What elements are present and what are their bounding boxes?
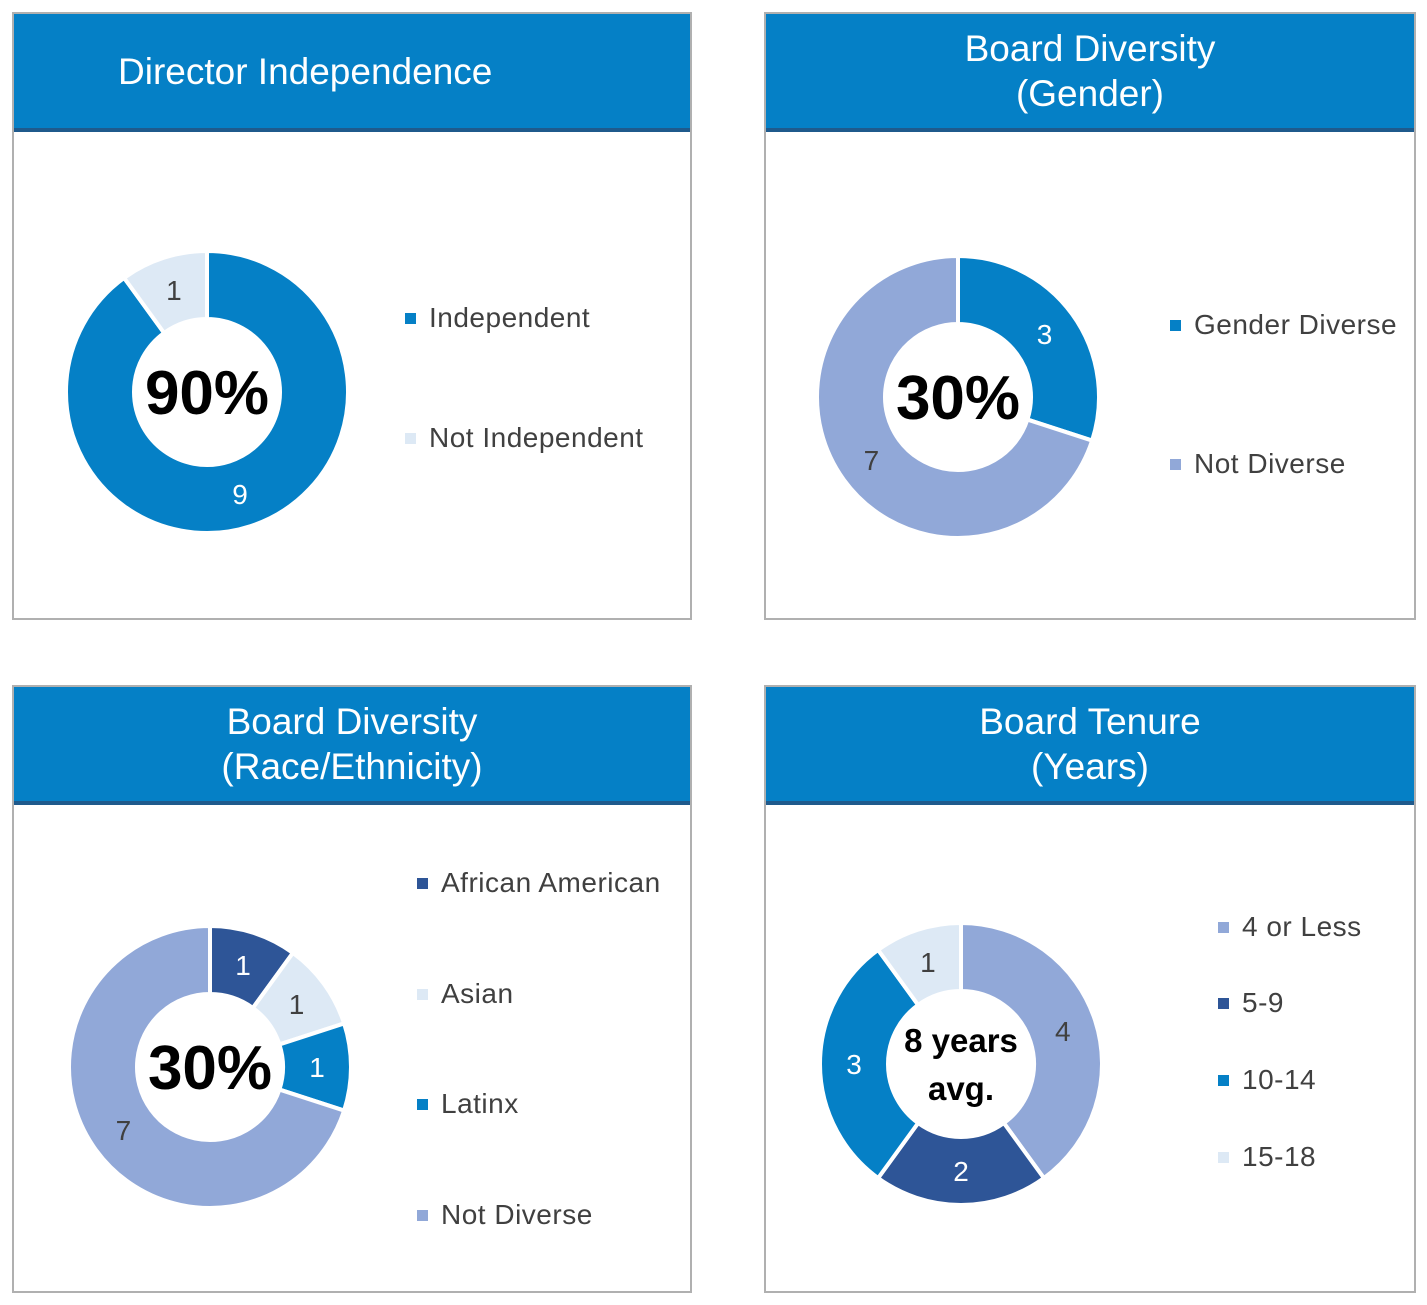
legend-swatch <box>405 312 416 324</box>
data-label: 9 <box>232 479 248 510</box>
data-label: 2 <box>953 1156 969 1187</box>
legend-label: Independent <box>429 302 591 333</box>
legend-item: African American <box>417 867 661 899</box>
data-label: 4 <box>1055 1016 1071 1047</box>
donut-segment <box>956 253 1101 444</box>
donut-segment <box>875 920 963 1008</box>
data-label: 1 <box>289 989 305 1020</box>
chart-panel: Board Diversity (Gender) <box>764 12 1416 620</box>
legend-swatch <box>405 432 416 444</box>
legend-label: Not Independent <box>429 422 644 453</box>
chart-title: Director Independence <box>14 14 690 132</box>
chart-title: Board Diversity (Gender) <box>766 14 1414 132</box>
center-label: 90% <box>145 359 269 428</box>
legend-label: African American <box>441 867 661 898</box>
legend-swatch <box>417 1209 428 1221</box>
legend-item: 10-14 <box>1218 1064 1316 1096</box>
legend-item: Not Independent <box>405 422 644 454</box>
legend-swatch <box>1218 921 1229 933</box>
legend-item: Independent <box>405 302 590 334</box>
donut-segment <box>121 248 209 336</box>
legend-item: 5-9 <box>1218 987 1284 1019</box>
legend-label: Asian <box>441 978 514 1009</box>
donut-segment <box>959 920 1104 1181</box>
center-label: avg. <box>928 1070 994 1107</box>
donut-segment <box>875 1120 1047 1207</box>
legend-label: Latinx <box>441 1088 519 1119</box>
legend-swatch <box>1170 319 1181 331</box>
data-label: 3 <box>1037 319 1053 350</box>
legend-item: Asian <box>417 978 514 1010</box>
legend-label: 15-18 <box>1242 1141 1317 1172</box>
center-label: 30% <box>896 364 1020 433</box>
legend-label: Not Diverse <box>441 1199 593 1230</box>
donut-segment <box>815 253 1095 540</box>
center-label: 30% <box>148 1034 272 1103</box>
legend-label: Gender Diverse <box>1194 309 1398 340</box>
chart-panel: Director Independence <box>12 12 692 620</box>
data-label: 1 <box>235 950 251 981</box>
legend-swatch <box>1218 997 1229 1009</box>
chart-panel: Board Diversity (Race/Ethnicity) <box>12 685 692 1293</box>
legend-item: 4 or Less <box>1218 911 1362 943</box>
donut-segment <box>67 923 347 1210</box>
legend-item: 15-18 <box>1218 1141 1316 1173</box>
data-label: 1 <box>166 275 182 306</box>
legend-swatch <box>417 988 428 1000</box>
legend-label: Not Diverse <box>1194 448 1346 479</box>
data-label: 1 <box>920 947 936 978</box>
legend-label: 4 or Less <box>1242 911 1362 942</box>
legend-swatch <box>417 1098 428 1110</box>
data-label: 7 <box>116 1115 132 1146</box>
chart-panel: Board Tenure (Years) <box>764 685 1416 1293</box>
legend-label: 10-14 <box>1242 1064 1317 1095</box>
center-label: 8 years <box>904 1022 1018 1059</box>
data-label: 7 <box>864 445 880 476</box>
legend-label: 5-9 <box>1242 987 1284 1018</box>
legend-swatch <box>1218 1074 1229 1086</box>
chart-title: Board Diversity (Race/Ethnicity) <box>14 687 690 805</box>
data-label: 3 <box>846 1049 862 1080</box>
legend-swatch <box>1170 458 1181 470</box>
donut-segment <box>64 248 350 535</box>
legend-item: Not Diverse <box>1170 448 1346 480</box>
chart-title: Board Tenure (Years) <box>766 687 1414 805</box>
legend-item: Not Diverse <box>417 1199 593 1231</box>
legend-swatch <box>1218 1151 1229 1163</box>
legend-item: Gender Diverse <box>1170 309 1397 341</box>
data-label: 1 <box>309 1052 325 1083</box>
donut-segment <box>818 947 921 1181</box>
legend-item: Latinx <box>417 1088 519 1120</box>
legend-swatch <box>417 877 428 889</box>
